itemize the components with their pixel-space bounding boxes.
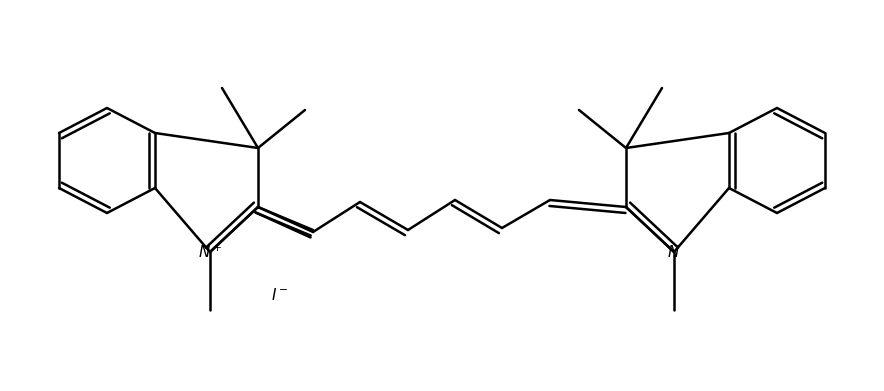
Text: $N$: $N$ xyxy=(667,244,681,260)
Text: $I^-$: $I^-$ xyxy=(271,287,289,303)
Text: $N^+$: $N^+$ xyxy=(198,243,222,261)
